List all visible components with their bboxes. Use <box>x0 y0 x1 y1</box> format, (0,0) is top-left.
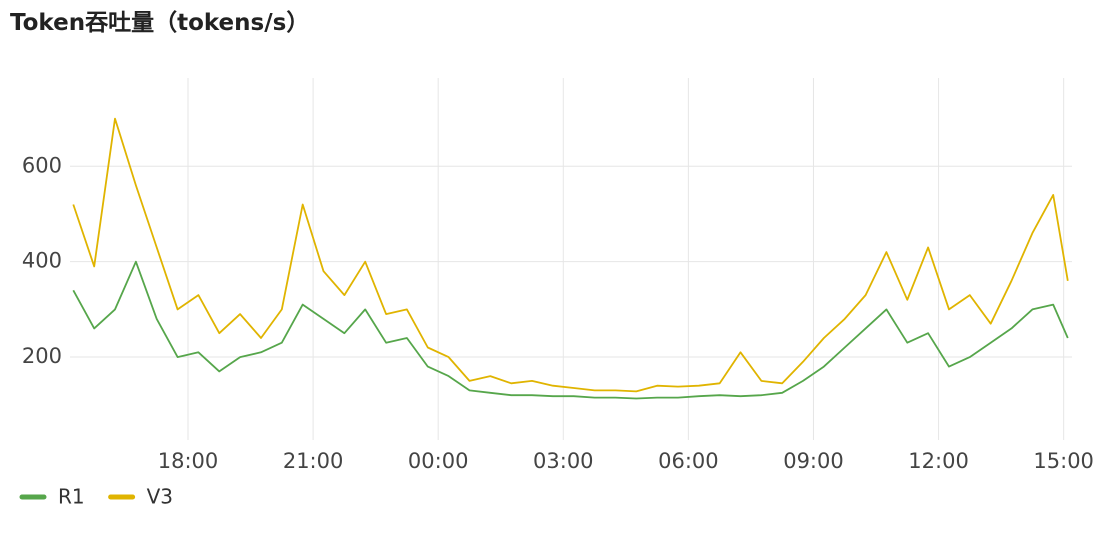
x-tick-label: 15:00 <box>1033 449 1094 473</box>
x-tick-label: 21:00 <box>283 449 344 473</box>
y-tick-label: 200 <box>22 344 62 368</box>
panel-title: Token吞吐量（tokens/s） <box>10 9 309 36</box>
x-tick-label: 03:00 <box>533 449 594 473</box>
x-tick-label: 18:00 <box>158 449 219 473</box>
y-tick-label: 400 <box>22 249 62 273</box>
y-tick-label: 600 <box>22 153 62 177</box>
x-tick-label: 12:00 <box>908 449 969 473</box>
x-tick-label: 06:00 <box>658 449 719 473</box>
legend-label: R1 <box>58 485 85 509</box>
x-tick-label: 09:00 <box>783 449 844 473</box>
legend-label: V3 <box>147 485 173 509</box>
x-tick-label: 00:00 <box>408 449 469 473</box>
series-line <box>72 117 1069 393</box>
series-line <box>72 260 1069 400</box>
